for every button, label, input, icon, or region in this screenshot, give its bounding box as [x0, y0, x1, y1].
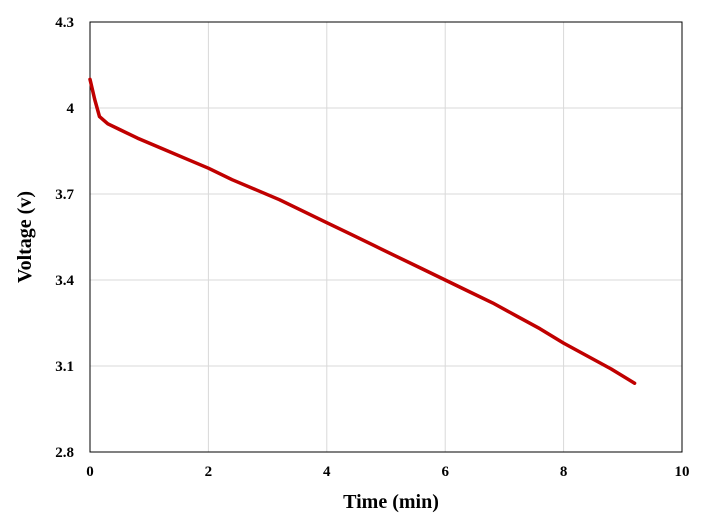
series-line	[88, 77, 637, 385]
x-tick-label: 6	[441, 464, 449, 480]
x-tick-label: 4	[323, 464, 331, 480]
y-tick-labels: 2.8 3.1 3.4 3.7 4 4.3	[55, 15, 74, 461]
grid-layer	[90, 22, 682, 452]
y-tick-label: 4	[67, 101, 75, 117]
x-axis-title: Time (min)	[343, 491, 439, 513]
plot-frame	[89, 21, 683, 453]
y-tick-label: 2.8	[55, 445, 74, 461]
x-tick-label: 0	[86, 464, 94, 480]
y-tick-label: 3.7	[55, 187, 74, 203]
y-axis-title: Voltage (v)	[14, 191, 36, 283]
x-tick-label: 8	[560, 464, 568, 480]
y-tick-label: 3.4	[55, 273, 74, 289]
x-tick-label: 10	[675, 464, 690, 480]
y-tick-label: 3.1	[55, 359, 74, 375]
series-layer	[88, 77, 637, 385]
x-tick-labels: 0 2 4 6 8 10	[86, 464, 689, 480]
y-tick-label: 4.3	[55, 15, 74, 31]
x-tick-label: 2	[205, 464, 213, 480]
